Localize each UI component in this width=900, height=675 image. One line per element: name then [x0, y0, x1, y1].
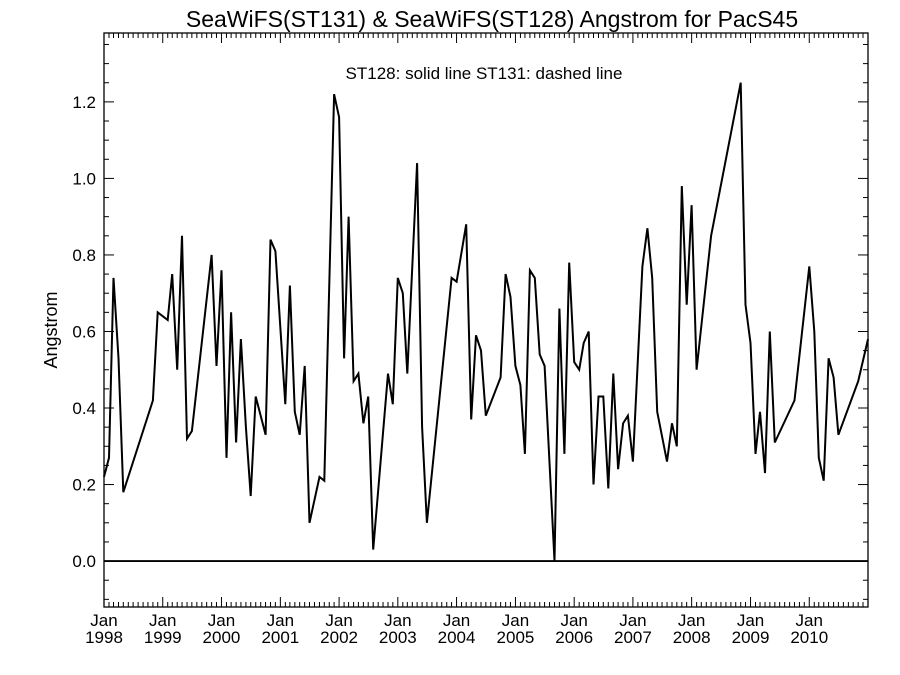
series-line-st128: [103, 82, 869, 562]
y-tick-label: 0.4: [72, 399, 96, 418]
x-tick-month: Jan: [502, 611, 529, 630]
x-tick-month: Jan: [796, 611, 823, 630]
x-tick-month: Jan: [90, 611, 117, 630]
x-tick-month: Jan: [267, 611, 294, 630]
y-tick-label: 1.0: [72, 169, 96, 188]
x-tick-month: Jan: [678, 611, 705, 630]
x-tick-year: 2000: [203, 628, 241, 647]
x-tick-year: 1999: [144, 628, 182, 647]
x-tick-month: Jan: [325, 611, 352, 630]
chart-title: SeaWiFS(ST131) & SeaWiFS(ST128) Angstrom…: [186, 6, 798, 32]
x-tick-month: Jan: [737, 611, 764, 630]
y-tick-label: 1.2: [72, 93, 96, 112]
y-tick-label: 0.8: [72, 246, 96, 265]
x-tick-year: 2003: [379, 628, 417, 647]
x-tick-year: 2005: [497, 628, 535, 647]
x-tick-month: Jan: [443, 611, 470, 630]
y-tick-label: 0.0: [72, 552, 96, 571]
line-style-annotation: ST128: solid line ST131: dashed line: [346, 64, 623, 83]
y-tick-label: 0.6: [72, 322, 96, 341]
axis-ticks: [103, 33, 869, 607]
x-tick-year: 2002: [320, 628, 358, 647]
x-tick-month: Jan: [384, 611, 411, 630]
y-tick-label: 0.2: [72, 476, 96, 495]
x-tick-year: 2004: [438, 628, 476, 647]
x-tick-year: 2008: [673, 628, 711, 647]
x-tick-year: 2010: [790, 628, 828, 647]
x-tick-year: 2009: [732, 628, 770, 647]
x-tick-month: Jan: [149, 611, 176, 630]
x-tick-month: Jan: [619, 611, 646, 630]
x-tick-year: 2001: [261, 628, 299, 647]
y-axis-label: Angstrom: [41, 291, 61, 368]
x-tick-month: Jan: [560, 611, 587, 630]
x-tick-labels: Jan1998Jan1999Jan2000Jan2001Jan2002Jan20…: [85, 611, 828, 647]
series-group: [103, 82, 869, 562]
x-tick-year: 1998: [85, 628, 123, 647]
x-tick-year: 2007: [614, 628, 652, 647]
x-tick-year: 2006: [555, 628, 593, 647]
x-tick-month: Jan: [208, 611, 235, 630]
y-tick-labels: 0.0 0.2 0.4 0.6 0.8 1.0 1.2: [72, 93, 96, 571]
